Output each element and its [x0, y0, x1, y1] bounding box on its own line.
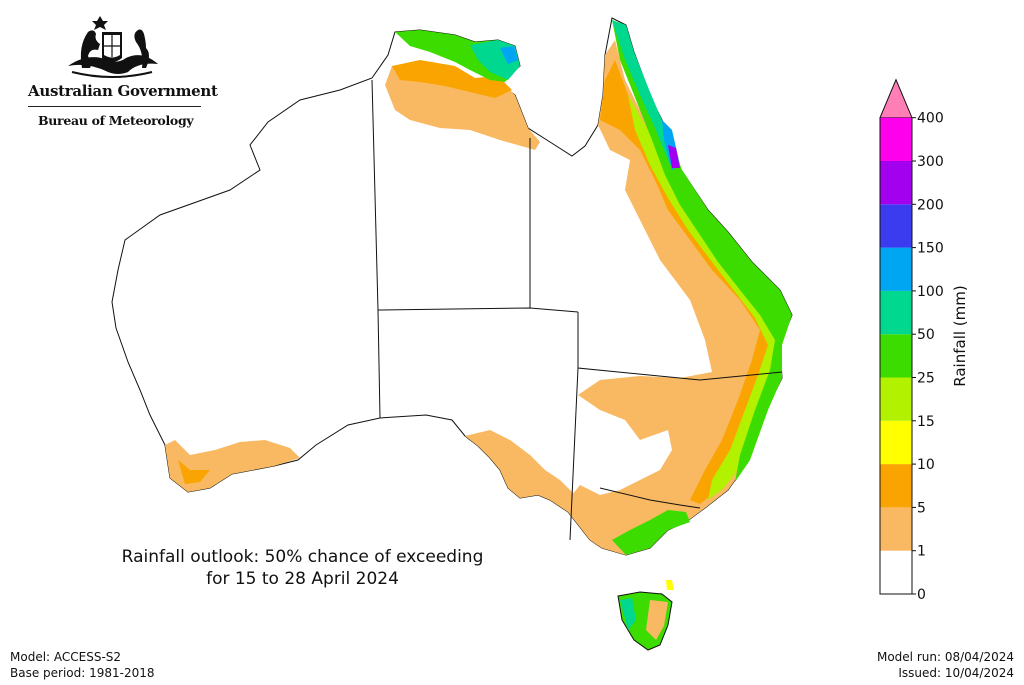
state-borders — [371, 79, 783, 541]
legend-swatch — [880, 334, 912, 378]
band-east-15-25 — [628, 95, 786, 500]
band-east-25-50 — [612, 20, 792, 482]
legend-tick-label: 10 — [917, 457, 935, 473]
legend-swatch — [880, 420, 912, 465]
legend-title: Rainfall (mm) — [951, 285, 969, 386]
tasmania-east-1-5 — [646, 600, 668, 640]
rainfall-bands — [165, 20, 792, 555]
legend-tick-label: 100 — [917, 284, 944, 300]
legend-swatch — [880, 161, 912, 205]
tasmania-islands — [666, 580, 674, 590]
tasmania-west-50-100 — [620, 598, 636, 630]
legend-swatch — [880, 550, 912, 594]
footer-left: Model: ACCESS-S2 Base period: 1981-2018 — [10, 649, 155, 681]
base-period: Base period: 1981-2018 — [10, 666, 155, 680]
caption-line-2: for 15 to 28 April 2024 — [206, 569, 399, 589]
legend-frame — [879, 117, 913, 595]
legend-tick-label: 25 — [917, 371, 935, 387]
legend-tick-label: 150 — [917, 241, 944, 257]
band-top-end-5-10 — [392, 60, 512, 98]
nsw-vic-border — [599, 487, 701, 509]
coat-of-arms-icon — [68, 16, 158, 78]
map-caption: Rainfall outlook: 50% chance of exceedin… — [80, 546, 525, 590]
band-east-50-100 — [612, 20, 676, 165]
legend-tick-label: 1 — [917, 544, 926, 560]
legend-tick-label: 50 — [917, 327, 935, 343]
sa-qld-border — [577, 312, 783, 381]
legend-tick-label: 200 — [917, 197, 944, 213]
band-top-end-100-150 — [500, 46, 518, 64]
legend-tick-label: 0 — [917, 587, 926, 603]
legend-tick-label: 400 — [917, 111, 944, 127]
sa-vic-border — [569, 367, 579, 541]
legend-swatch — [880, 117, 912, 161]
legend-swatch — [880, 464, 912, 508]
org-secondary-name: Bureau of Meteorology — [38, 113, 194, 128]
caption-line-1: Rainfall outlook: 50% chance of exceedin… — [121, 547, 484, 567]
band-southwest-5-10 — [178, 460, 210, 484]
legend-swatch — [880, 290, 912, 335]
model-name: Model: ACCESS-S2 — [10, 650, 122, 664]
band-north-qld-200-300 — [668, 145, 680, 168]
coat-of-arms-logo — [20, 10, 205, 135]
legend-tick-label: 5 — [917, 500, 926, 516]
header-divider — [28, 106, 201, 107]
legend-swatch — [880, 507, 912, 551]
legend-swatches — [879, 78, 913, 595]
legend-swatch — [880, 247, 912, 291]
issued-date: Issued: 10/04/2024 — [898, 666, 1014, 680]
band-south-1-5 — [465, 430, 640, 555]
legend-tick-label: 15 — [917, 414, 935, 430]
legend-swatch — [880, 204, 912, 248]
legend-swatch — [880, 377, 912, 421]
tasmania — [617, 580, 674, 651]
legend-tick-label: 300 — [917, 154, 944, 170]
footer-right: Model run: 08/04/2024 Issued: 10/04/2024 — [877, 649, 1014, 681]
band-victoria-15-50 — [612, 510, 690, 555]
model-run-date: Model run: 08/04/2024 — [876, 650, 1014, 664]
legend-overflow-triangle — [879, 78, 913, 119]
org-primary-name: Australian Government — [28, 82, 218, 100]
australia-rainfall-map — [111, 17, 793, 651]
